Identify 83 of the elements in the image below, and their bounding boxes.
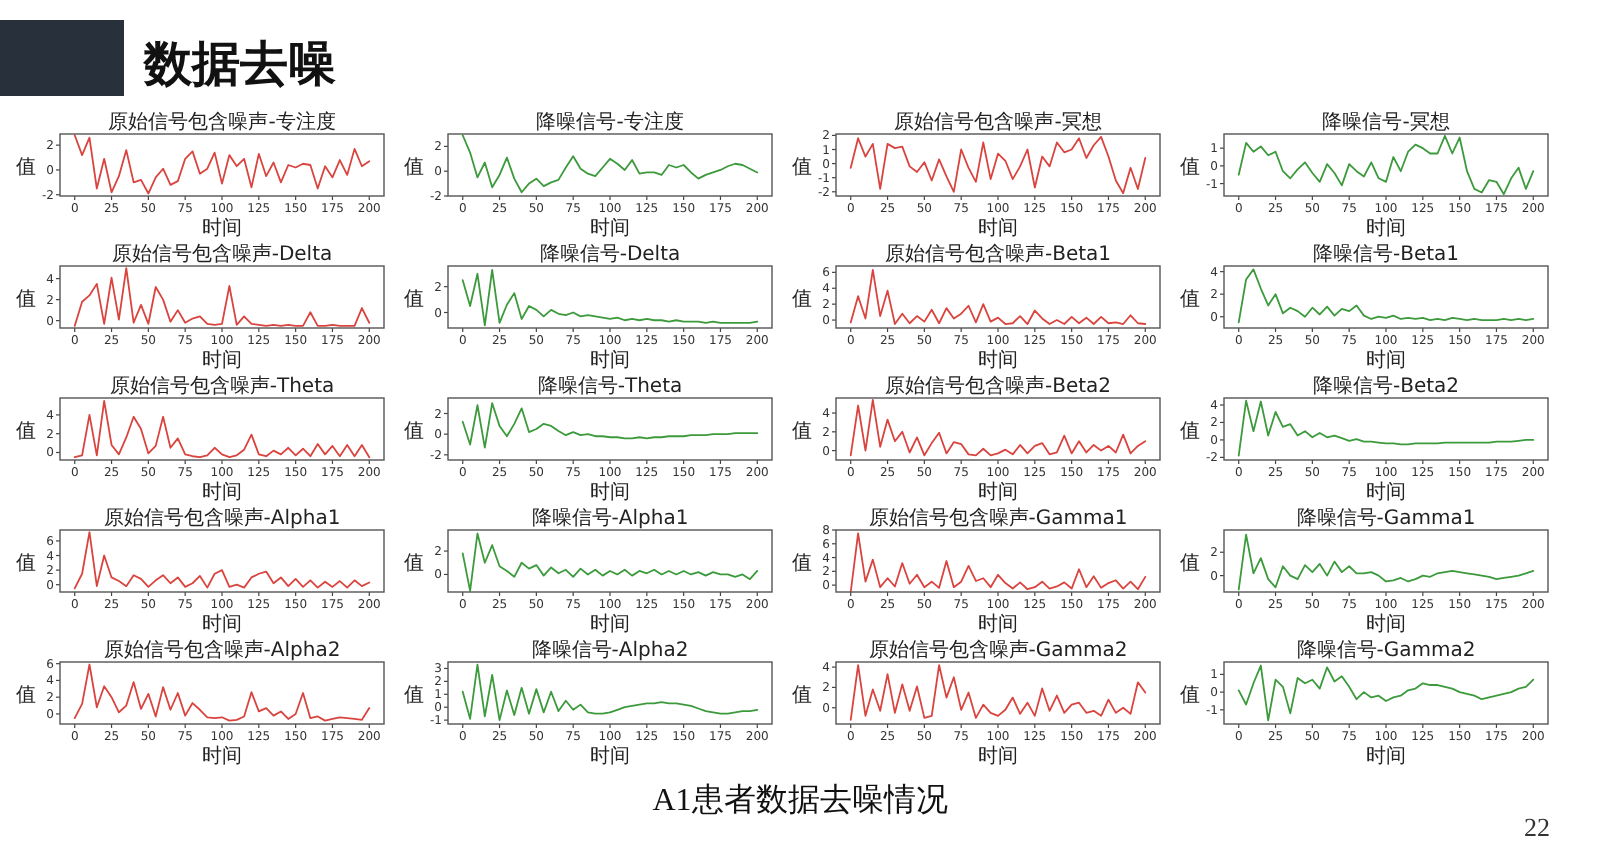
x-axis-title: 时间 bbox=[978, 612, 1018, 636]
line-series bbox=[461, 268, 759, 327]
line-series bbox=[849, 398, 1147, 457]
y-axis-title: 值 bbox=[404, 685, 424, 707]
x-axis-title: 时间 bbox=[978, 348, 1018, 372]
y-axis-title: 值 bbox=[1180, 685, 1200, 707]
chart-title: 原始信号包含噪声-Theta bbox=[109, 374, 335, 398]
line-series bbox=[1237, 533, 1535, 591]
x-axis-title: 时间 bbox=[590, 216, 630, 240]
line-series bbox=[73, 531, 371, 590]
y-axis-title: 值 bbox=[1180, 289, 1200, 311]
chart-title: 降噪信号-Alpha1 bbox=[531, 506, 689, 530]
x-axis-title: 时间 bbox=[590, 744, 630, 768]
y-axis-title: 值 bbox=[1180, 553, 1200, 575]
x-axis-title: 时间 bbox=[1366, 348, 1406, 372]
y-axis-title: 值 bbox=[792, 553, 812, 575]
y-axis-title: 值 bbox=[792, 421, 812, 443]
x-axis-title: 时间 bbox=[590, 480, 630, 504]
x-axis-title: 时间 bbox=[1366, 216, 1406, 240]
chart-title: 原始信号包含噪声-冥想 bbox=[894, 110, 1102, 134]
chart-title: 降噪信号-Theta bbox=[537, 374, 683, 398]
line-series bbox=[1237, 268, 1535, 324]
line-series bbox=[849, 269, 1147, 325]
y-axis-title: 值 bbox=[16, 421, 36, 443]
line-series bbox=[73, 134, 371, 195]
y-axis-title: 值 bbox=[16, 157, 36, 179]
line-series bbox=[73, 399, 371, 459]
chart-title: 原始信号包含噪声-Gamma1 bbox=[868, 506, 1128, 530]
x-axis-title: 时间 bbox=[590, 348, 630, 372]
line-series bbox=[849, 664, 1147, 721]
text: A1患者数据去噪情况 bbox=[652, 782, 948, 818]
line-series bbox=[1237, 399, 1535, 457]
y-axis-title: 值 bbox=[404, 553, 424, 575]
chart-title: 原始信号包含噪声-Delta bbox=[111, 242, 333, 266]
y-axis-title: 值 bbox=[404, 289, 424, 311]
chart-title: 降噪信号-Delta bbox=[539, 242, 681, 266]
x-axis-title: 时间 bbox=[1366, 744, 1406, 768]
text: 22 bbox=[1524, 812, 1550, 842]
chart-title: 原始信号包含噪声-Beta2 bbox=[884, 374, 1112, 398]
line-series bbox=[73, 663, 371, 722]
y-axis-title: 值 bbox=[404, 421, 424, 443]
x-axis-title: 时间 bbox=[202, 216, 242, 240]
chart-title: 原始信号包含噪声-Alpha1 bbox=[103, 506, 341, 530]
y-axis-title: 值 bbox=[16, 685, 36, 707]
line-series bbox=[461, 402, 759, 449]
line-series bbox=[461, 134, 759, 194]
chart-title: 降噪信号-Beta1 bbox=[1312, 242, 1460, 266]
line-series bbox=[73, 267, 371, 327]
y-axis-title: 值 bbox=[792, 289, 812, 311]
chart-title: 原始信号包含噪声-Beta1 bbox=[884, 242, 1112, 266]
x-axis-title: 时间 bbox=[1366, 612, 1406, 636]
chart-title: 降噪信号-冥想 bbox=[1322, 110, 1450, 134]
chart-title: 原始信号包含噪声-专注度 bbox=[108, 110, 336, 134]
chart-title: 原始信号包含噪声-Gamma2 bbox=[868, 638, 1128, 662]
x-axis-title: 时间 bbox=[202, 744, 242, 768]
line-series bbox=[849, 135, 1147, 195]
line-series bbox=[461, 663, 759, 722]
x-axis-title: 时间 bbox=[978, 744, 1018, 768]
x-axis-title: 时间 bbox=[590, 612, 630, 636]
y-axis-title: 值 bbox=[16, 289, 36, 311]
x-axis-title: 时间 bbox=[978, 480, 1018, 504]
x-axis-title: 时间 bbox=[1366, 480, 1406, 504]
y-axis-title: 值 bbox=[16, 553, 36, 575]
x-axis-title: 时间 bbox=[202, 480, 242, 504]
x-axis-title: 时间 bbox=[202, 348, 242, 372]
y-axis-title: 值 bbox=[792, 157, 812, 179]
y-axis-title: 值 bbox=[404, 157, 424, 179]
x-axis-title: 时间 bbox=[202, 612, 242, 636]
text: 数据去噪 bbox=[142, 36, 336, 92]
y-axis-title: 值 bbox=[1180, 157, 1200, 179]
chart-title: 原始信号包含噪声-Alpha2 bbox=[103, 638, 341, 662]
line-series bbox=[1237, 134, 1535, 196]
x-axis-title: 时间 bbox=[978, 216, 1018, 240]
chart-title: 降噪信号-专注度 bbox=[536, 110, 684, 134]
line-series bbox=[849, 532, 1147, 593]
chart-title: 降噪信号-Beta2 bbox=[1312, 374, 1460, 398]
chart-title: 降噪信号-Gamma2 bbox=[1296, 638, 1476, 662]
line-series bbox=[461, 532, 759, 592]
line-series bbox=[1237, 664, 1535, 722]
y-axis-title: 值 bbox=[1180, 421, 1200, 443]
chart-title: 降噪信号-Gamma1 bbox=[1296, 506, 1476, 530]
y-axis-title: 值 bbox=[792, 685, 812, 707]
chart-title: 降噪信号-Alpha2 bbox=[531, 638, 689, 662]
